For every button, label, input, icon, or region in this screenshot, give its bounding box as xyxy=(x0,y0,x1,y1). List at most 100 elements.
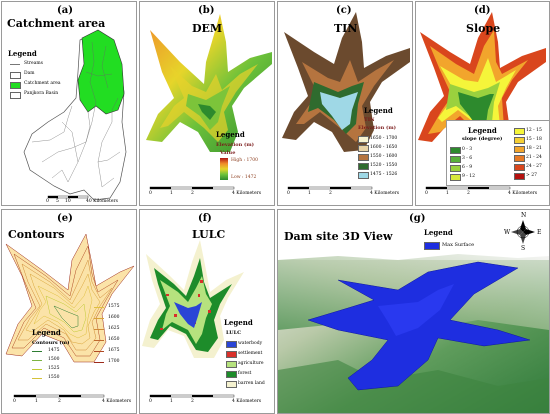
legend-item: 1650 - 1700 xyxy=(370,136,398,141)
legend-swatch xyxy=(514,128,525,135)
panel-letter: (b) xyxy=(198,5,215,16)
legend-item: 1600 xyxy=(108,315,120,320)
legend-item: Catchment area xyxy=(24,81,61,86)
panel-letter: (g) xyxy=(409,213,426,224)
panel-title: Contours xyxy=(8,228,65,241)
compass-west: W xyxy=(504,229,511,236)
legend-box xyxy=(446,120,549,186)
legend-item: 1550 xyxy=(48,375,60,380)
legend-swatch xyxy=(358,172,369,179)
legend-title: Legend xyxy=(468,126,497,135)
contour-swatch xyxy=(94,351,104,352)
legend-swatch xyxy=(358,145,369,152)
legend-subtitle: LULC xyxy=(226,330,242,336)
legend-title: Legend xyxy=(364,106,393,115)
legend-swatch xyxy=(226,361,237,368)
scale-tick: 2 xyxy=(191,191,194,196)
legend-subtitle: slope (degree) xyxy=(462,136,503,142)
legend-item: 1650 xyxy=(108,337,120,342)
legend-swatch xyxy=(226,381,237,388)
legend-item: 9 - 12 xyxy=(462,174,475,179)
scale-label: 40 Kilometers xyxy=(86,199,118,204)
scale-label: 4 Kilometers xyxy=(102,399,132,404)
legend-item: 21 - 24 xyxy=(526,155,542,160)
panel-dem: (b) DEM Legend Elevation (m) Value High … xyxy=(139,1,275,206)
catchment-swatch xyxy=(10,82,21,89)
legend-swatch xyxy=(514,137,525,144)
terrain-3d-view xyxy=(278,210,549,413)
scale-label: 4 Kilometers xyxy=(370,191,400,196)
legend-item: Streams xyxy=(24,61,43,66)
legend-item: barren land xyxy=(238,381,265,386)
contour-swatch xyxy=(94,307,104,308)
legend-item: settlement xyxy=(238,351,263,356)
panel-letter: (e) xyxy=(57,213,73,224)
legend-swatch xyxy=(450,165,461,172)
legend-item: > 27 xyxy=(526,173,537,178)
scale-tick: 2 xyxy=(58,399,61,404)
panel-slope: (d) Slope Legend slope (degree) 0 - 3 3 … xyxy=(415,1,550,206)
panel-letter: (c) xyxy=(336,5,352,16)
contour-swatch xyxy=(94,362,104,363)
lulc-map xyxy=(142,240,244,398)
legend-item: 1600 - 1650 xyxy=(370,145,398,150)
panel-title: DEM xyxy=(192,22,223,35)
panel-title: TIN xyxy=(334,22,358,35)
legend-swatch xyxy=(514,164,525,171)
legend-subtitle: Elevation (m) xyxy=(216,142,254,148)
scale-bar xyxy=(47,195,89,199)
panel-3d-view: (g) Dam site 3D View Legend Max Surface … xyxy=(277,209,550,414)
legend-swatch xyxy=(226,351,237,358)
panel-title: Dam site 3D View xyxy=(284,230,393,243)
scale-tick: 2 xyxy=(191,399,194,404)
contour-swatch xyxy=(32,351,42,352)
legend-swatch xyxy=(358,136,369,143)
panel-title: LULC xyxy=(192,228,226,241)
scale-tick: 1 xyxy=(170,399,173,404)
legend-subtitle: TIN xyxy=(364,117,375,123)
legend-item: 3 - 6 xyxy=(462,156,473,161)
scale-tick: 1 xyxy=(308,191,311,196)
legend-swatch xyxy=(514,173,525,180)
scale-label: 4 Kilometers xyxy=(232,399,262,404)
panel-letter: (a) xyxy=(57,5,73,16)
legend-low: Low : 1472 xyxy=(231,175,257,180)
scale-tick: 0 xyxy=(149,191,152,196)
legend-item: Max Surface xyxy=(442,242,475,248)
legend-item: 1550 - 1600 xyxy=(370,154,398,159)
elevation-ramp xyxy=(220,158,228,180)
legend-subtitle: Elevation (m) xyxy=(358,125,396,131)
legend-value-label: Value xyxy=(220,150,236,156)
legend-subtitle: Contours (m) xyxy=(32,340,70,346)
scale-tick: 2 xyxy=(329,191,332,196)
legend-title: Legend xyxy=(8,49,37,58)
panel-title: Slope xyxy=(466,22,501,35)
legend-swatch xyxy=(450,174,461,181)
scale-tick: 10 xyxy=(65,199,71,204)
legend-item: 0 - 3 xyxy=(462,147,473,152)
scale-label: 4 Kilometers xyxy=(232,191,262,196)
legend-item: 15 - 18 xyxy=(526,137,542,142)
panel-title: Catchment area xyxy=(7,17,106,30)
legend-item: 24 - 27 xyxy=(526,164,542,169)
catchment-map xyxy=(23,29,127,201)
scale-bar xyxy=(425,186,511,190)
legend-item: Panjkora Basin xyxy=(24,91,59,96)
contour-swatch xyxy=(32,378,42,379)
basin-swatch xyxy=(10,92,21,99)
legend-item: 1700 xyxy=(108,359,120,364)
contour-swatch xyxy=(94,318,104,319)
panel-catchment-area: (a) Catchment area Legend Streams Dam Ca… xyxy=(1,1,137,206)
legend-swatch xyxy=(424,242,440,250)
dam-swatch xyxy=(10,72,21,79)
dem-map xyxy=(146,14,272,190)
legend-item: forest xyxy=(238,371,252,376)
scale-bar xyxy=(13,394,105,398)
legend-item: 6 - 9 xyxy=(462,165,473,170)
legend-high: High : 1700 xyxy=(231,158,258,163)
legend-item: waterbody xyxy=(238,341,263,346)
legend-item: 1625 xyxy=(108,326,120,331)
legend-swatch xyxy=(226,371,237,378)
scale-tick: 0 xyxy=(425,191,428,196)
legend-item: 1525 xyxy=(48,366,60,371)
